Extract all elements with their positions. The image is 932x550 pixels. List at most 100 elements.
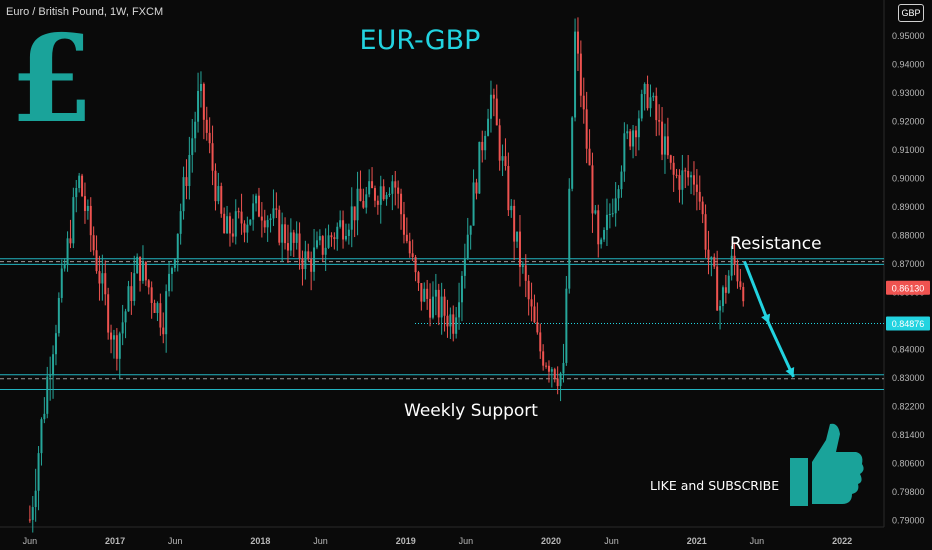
candle-body	[614, 198, 617, 214]
candle-body	[530, 299, 533, 307]
candle-body	[211, 143, 214, 171]
candle-body	[54, 333, 57, 355]
candle-body	[194, 121, 197, 139]
x-tick-label: Jun	[313, 536, 328, 546]
candle-body	[597, 210, 600, 245]
candle-body	[104, 273, 107, 295]
candle-body	[681, 170, 684, 190]
candle-body	[576, 31, 579, 54]
candle-body	[600, 239, 603, 245]
candle-body	[391, 181, 394, 194]
y-tick-label: 0.92000	[892, 117, 925, 127]
candle-body	[243, 223, 246, 233]
candle-body	[191, 138, 194, 155]
candle-body	[275, 208, 278, 210]
candle-body	[556, 378, 559, 387]
y-tick-label: 0.95000	[892, 31, 925, 41]
candle-body	[133, 273, 136, 302]
candle-body	[733, 255, 736, 265]
candle-body	[510, 205, 513, 211]
candle-body	[495, 98, 498, 126]
x-tick-label: 2017	[105, 536, 125, 546]
candle-body	[736, 264, 739, 282]
candle-body	[463, 258, 466, 276]
candle-body	[266, 219, 269, 228]
price-badge-label: 0.84876	[892, 319, 925, 329]
candle-body	[263, 220, 266, 228]
candle-body	[182, 177, 185, 212]
x-tick-label: 2018	[250, 536, 270, 546]
candle-body	[179, 211, 182, 234]
candle-body	[472, 182, 475, 226]
candle-body	[69, 238, 72, 244]
candle-body	[713, 256, 716, 267]
projection-arrow-line	[767, 322, 795, 378]
x-tick-label: Jun	[168, 536, 183, 546]
candle-body	[333, 237, 336, 240]
candle-body	[115, 335, 118, 359]
candle-body	[655, 95, 658, 121]
candle-body	[629, 131, 632, 147]
candle-body	[727, 275, 730, 293]
candle-body	[521, 265, 524, 267]
candle-body	[692, 175, 695, 185]
candle-body	[695, 184, 698, 192]
candle-body	[112, 335, 115, 340]
candle-body	[205, 119, 208, 133]
candle-body	[324, 247, 327, 255]
candle-body	[385, 195, 388, 200]
candle-body	[394, 181, 397, 188]
candle-body	[214, 170, 217, 202]
candle-body	[147, 280, 150, 288]
candle-body	[188, 154, 191, 186]
candle-body	[28, 519, 31, 521]
candle-body	[246, 224, 249, 233]
candle-body	[469, 225, 472, 235]
candle-body	[170, 268, 173, 274]
candle-body	[298, 233, 301, 259]
candle-body	[289, 232, 292, 251]
candle-body	[304, 251, 307, 270]
candle-body	[208, 132, 211, 144]
x-tick-label: Jun	[23, 536, 38, 546]
candle-body	[141, 262, 144, 281]
candle-body	[698, 191, 701, 202]
candle-body	[368, 181, 371, 195]
candle-body	[217, 186, 220, 202]
x-tick-label: 2021	[687, 536, 707, 546]
candle-body	[269, 218, 272, 220]
candle-body	[292, 232, 295, 243]
candle-body	[545, 365, 548, 367]
candle-body	[724, 287, 727, 293]
candle-body	[591, 165, 594, 214]
x-tick-label: Jun	[750, 536, 765, 546]
pound-icon: £	[10, 9, 94, 150]
candle-body	[150, 287, 153, 303]
candle-body	[649, 97, 652, 109]
candle-body	[379, 186, 382, 205]
candle-body	[344, 235, 347, 240]
candle-body	[492, 94, 495, 99]
candle-body	[434, 289, 437, 297]
currency-badge[interactable]: GBP	[898, 4, 924, 22]
y-tick-label: 0.90000	[892, 174, 925, 184]
candle-body	[272, 208, 275, 219]
x-tick-label: Jun	[459, 536, 474, 546]
candle-body	[443, 296, 446, 316]
candle-body	[107, 294, 110, 333]
candle-body	[420, 283, 423, 302]
symbol-label: Euro / British Pound, 1W, FXCM	[6, 6, 164, 18]
chart-title: EUR-GBP	[359, 25, 481, 56]
candle-body	[342, 220, 345, 240]
candle-body	[408, 241, 411, 254]
candle-body	[307, 251, 310, 260]
candle-body	[49, 375, 52, 377]
candle-body	[484, 135, 487, 151]
candle-body	[536, 322, 539, 333]
candle-body	[458, 302, 461, 318]
candle-body	[579, 53, 582, 96]
candle-body	[426, 288, 429, 299]
candle-body	[608, 213, 611, 215]
candle-body	[518, 231, 521, 267]
